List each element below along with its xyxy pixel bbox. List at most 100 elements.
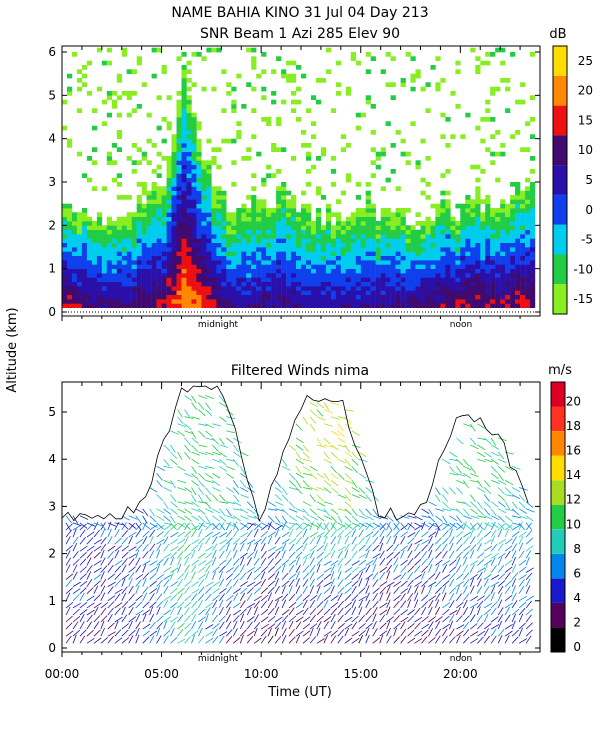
snr-cell	[72, 251, 78, 256]
snr-cell	[186, 281, 192, 287]
snr-cell	[126, 225, 132, 230]
snr-cell	[470, 199, 476, 204]
snr-cell	[76, 268, 83, 274]
snr-cell	[141, 229, 147, 235]
wind-barb	[114, 607, 121, 616]
wind-barb	[330, 543, 336, 552]
wind-barb	[295, 609, 304, 616]
wind-barb	[302, 465, 311, 472]
snr-cell	[101, 225, 107, 230]
wind-barb	[442, 592, 447, 601]
snr-cell	[181, 91, 187, 96]
wind-barb	[323, 515, 333, 520]
snr-cell	[181, 195, 187, 200]
wind-barb	[518, 559, 527, 566]
wind-barb	[379, 550, 385, 559]
wind-barb	[267, 580, 276, 587]
wind-barb	[456, 635, 461, 644]
snr-cell	[72, 303, 78, 308]
wind-barb	[414, 638, 423, 644]
snr-cell	[196, 199, 202, 204]
snr-cell	[161, 190, 167, 196]
wind-barb	[281, 559, 290, 566]
wind-barb	[309, 585, 314, 594]
snr-cell	[355, 255, 361, 261]
snr-cell	[485, 255, 491, 261]
snr-cell	[311, 260, 317, 265]
snr-cell	[206, 294, 212, 300]
wind-barb	[177, 551, 184, 559]
snr-cell	[156, 221, 162, 226]
wind-barb	[142, 508, 149, 517]
snr-cell	[395, 234, 401, 239]
snr-cell	[121, 286, 127, 291]
snr-cell	[136, 216, 142, 222]
wind-barb	[470, 638, 479, 644]
snr-cell	[191, 186, 197, 191]
wind-barb	[504, 606, 510, 616]
wind-barb	[288, 528, 294, 538]
wind-barb	[107, 551, 114, 559]
wind-barb	[260, 616, 269, 623]
snr-cell	[370, 303, 376, 308]
wind-barb	[428, 573, 436, 580]
wind-noon-label: noon	[450, 654, 472, 664]
snr-cell	[271, 242, 277, 248]
snr-cell	[315, 212, 322, 217]
wind-barb	[156, 606, 161, 616]
wind-barb	[205, 624, 214, 630]
wind-barb	[316, 532, 325, 538]
wind-barb	[212, 614, 219, 623]
snr-cell	[525, 203, 531, 209]
snr-cell	[475, 221, 481, 226]
wind-barb	[128, 566, 136, 573]
snr-cell	[131, 143, 137, 148]
wind-barb	[246, 571, 253, 580]
snr-cell	[256, 225, 262, 230]
wind-barb	[205, 480, 215, 484]
snr-cell	[236, 234, 242, 239]
snr-cell	[136, 290, 142, 295]
wind-barb	[435, 528, 440, 538]
snr-cell	[380, 221, 386, 226]
snr-cell	[246, 247, 252, 252]
snr-cell	[141, 182, 147, 187]
wind-barb	[498, 508, 507, 514]
wind-barb	[240, 508, 249, 514]
wind-barb	[421, 629, 429, 637]
wind-barb	[435, 621, 441, 630]
snr-cell	[465, 112, 471, 118]
snr-cell	[241, 268, 247, 274]
snr-cell	[286, 60, 292, 66]
snr-cell	[395, 281, 401, 287]
wind-colorbar-tick-label: 2	[573, 616, 581, 630]
wind-y-tick-label: 1	[48, 594, 56, 608]
snr-cell	[231, 260, 237, 265]
snr-cell	[196, 264, 202, 269]
wind-barb	[309, 607, 317, 616]
snr-cell	[201, 212, 207, 217]
snr-cell	[296, 65, 302, 70]
snr-colorbar-tick-label: 15	[578, 113, 593, 127]
snr-cell	[151, 186, 157, 191]
snr-cell	[166, 186, 172, 191]
wind-barb	[260, 623, 269, 630]
snr-cell	[141, 251, 147, 256]
snr-cell	[485, 303, 491, 308]
wind-barb	[65, 515, 72, 524]
snr-cell	[505, 268, 511, 274]
snr-cell	[231, 216, 237, 222]
snr-cell	[121, 299, 127, 304]
wind-barb	[379, 557, 386, 566]
wind-barb	[400, 580, 408, 587]
snr-cell	[191, 52, 197, 57]
snr-cell	[515, 221, 521, 226]
snr-cell	[530, 156, 536, 161]
snr-cell	[425, 264, 431, 269]
snr-cell	[530, 286, 536, 291]
wind-barb	[114, 616, 123, 623]
snr-cell	[330, 182, 337, 187]
wind-barb	[65, 635, 72, 644]
snr-cell	[505, 78, 511, 83]
